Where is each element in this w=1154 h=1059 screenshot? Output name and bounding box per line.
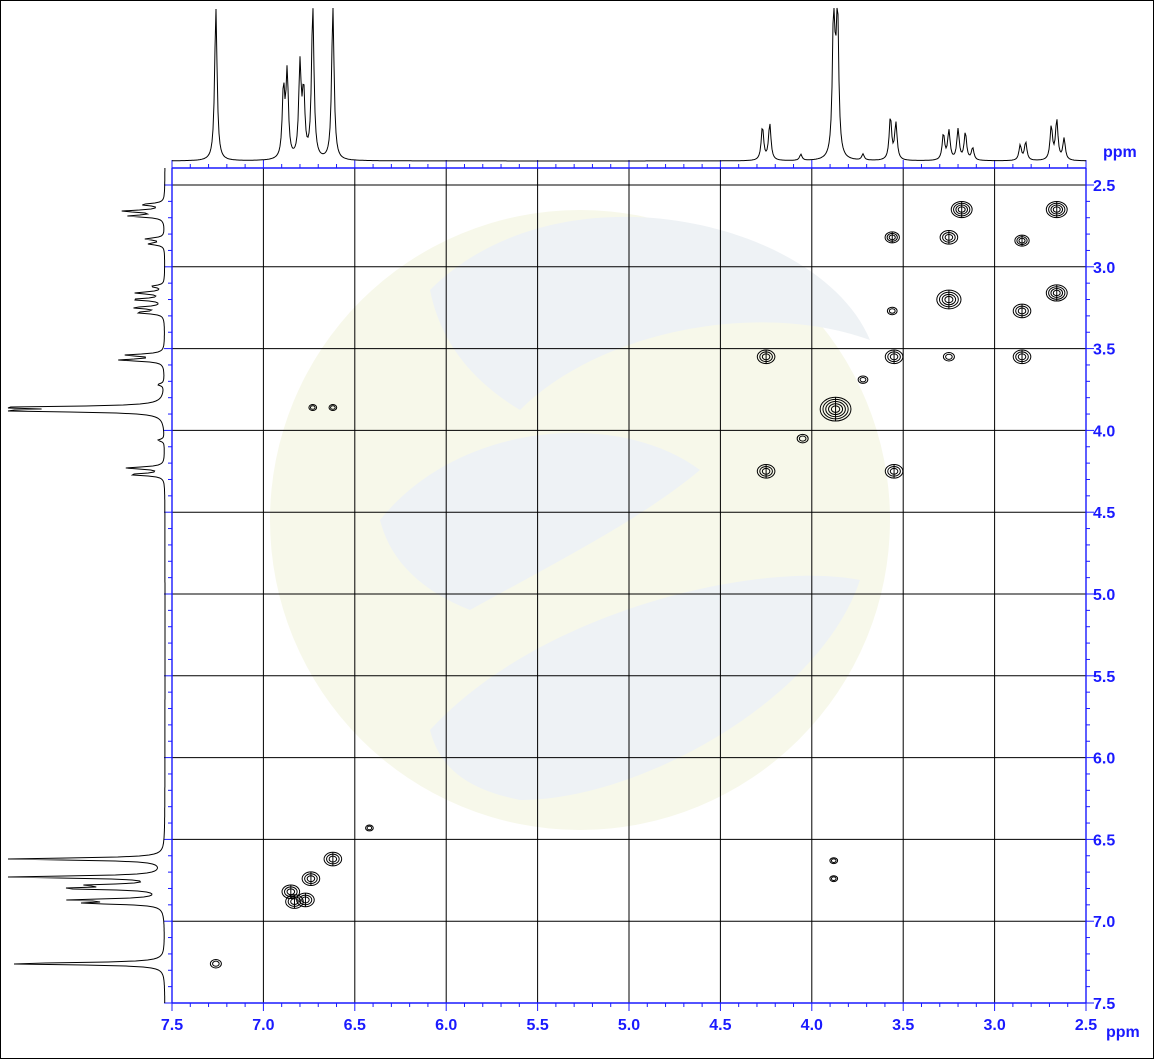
y-tick-label: 2.5: [1093, 178, 1115, 195]
y-tick-label: 4.0: [1093, 423, 1115, 440]
y-tick-label: 7.0: [1093, 914, 1115, 931]
x-axis-unit-label: ppm: [1106, 1024, 1140, 1041]
y-tick-label: 3.0: [1093, 260, 1115, 277]
x-tick-label: 5.5: [526, 1017, 548, 1034]
x-tick-label: 4.5: [709, 1017, 731, 1034]
cross-peak: [1045, 284, 1068, 302]
y-tick-label: 4.5: [1093, 505, 1115, 522]
cross-peak: [756, 464, 776, 479]
y-tick-label: 6.0: [1093, 751, 1115, 768]
x-tick-label: 2.5: [1075, 1017, 1097, 1034]
x-tick-label: 6.0: [435, 1017, 457, 1034]
x-tick-label: 7.5: [161, 1017, 183, 1034]
cross-peak: [886, 306, 898, 316]
cross-peak: [939, 230, 959, 245]
cross-peak: [857, 375, 869, 384]
x-tick-label: 3.0: [983, 1017, 1005, 1034]
cross-peak: [296, 892, 315, 908]
x-tick-label: 4.0: [801, 1017, 823, 1034]
cross-peak: [950, 200, 973, 219]
left-projection-spectrum: [7, 168, 166, 1003]
cross-peak: [829, 875, 839, 883]
x-tick-label: 5.0: [618, 1017, 640, 1034]
cross-peak: [281, 884, 301, 900]
grid-lines: [172, 168, 1086, 1003]
cross-peak: [1012, 303, 1032, 319]
cross-peak: [884, 231, 900, 244]
watermark-logo: [270, 210, 890, 830]
cross-peaks: [209, 200, 1068, 969]
cross-peak: [884, 464, 904, 479]
cross-peak: [1045, 200, 1068, 219]
y-tick-label: 6.5: [1093, 832, 1115, 849]
cross-peak: [829, 857, 839, 865]
x-tick-label: 3.5: [892, 1017, 914, 1034]
y-tick-label: 5.0: [1093, 587, 1115, 604]
cross-peak: [819, 396, 852, 422]
cross-peak: [323, 851, 343, 867]
x-tick-label: 7.0: [252, 1017, 274, 1034]
cross-peak: [936, 289, 962, 310]
cross-peak: [942, 352, 955, 362]
y-tick-label: 7.5: [1093, 996, 1115, 1013]
cross-peak: [1012, 349, 1032, 365]
cross-peak: [796, 433, 809, 444]
cross-peak: [365, 824, 374, 832]
cross-peak: [1014, 234, 1030, 247]
cross-peak: [209, 958, 222, 969]
cross-peak: [884, 349, 904, 365]
y-axis-unit-label: ppm: [1103, 144, 1137, 161]
cross-peak: [301, 871, 321, 886]
cross-peak: [285, 894, 304, 909]
top-projection-spectrum: [171, 7, 1086, 162]
cross-peak: [328, 404, 338, 411]
y-tick-label: 3.5: [1093, 342, 1115, 359]
y-tick-label: 5.5: [1093, 669, 1115, 686]
cross-peak: [756, 349, 776, 365]
cross-peak: [308, 404, 318, 411]
x-tick-label: 6.5: [344, 1017, 366, 1034]
